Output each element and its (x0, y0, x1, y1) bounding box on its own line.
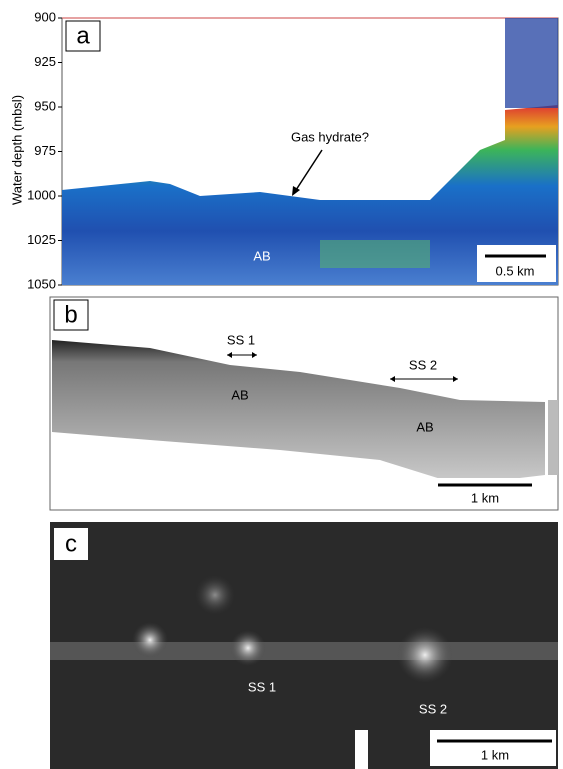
annotation: SS 1 (248, 679, 276, 694)
acoustic-flare (132, 622, 168, 658)
annotation: SS 2 (409, 357, 437, 372)
acoustic-flare (397, 627, 453, 683)
panel-a: 900 925 950 975 1000 1025 1050 Water depth (mb… (9, 9, 558, 291)
scale-label: 1 km (481, 747, 509, 762)
y-axis-label: Water depth (mbsl) (9, 95, 24, 205)
y-tick-label: 900 (34, 9, 56, 24)
y-tick-label: 950 (34, 98, 56, 113)
nadir-band (50, 642, 558, 660)
acoustic-flare (230, 630, 266, 666)
y-tick-label: 1025 (27, 232, 56, 247)
acoustic-flare (195, 575, 235, 615)
panel-label: a (76, 22, 90, 49)
y-tick-label: 1000 (27, 187, 56, 202)
figure: 900 925 950 975 1000 1025 1050 Water depth (mb… (0, 0, 563, 769)
marker (355, 730, 368, 769)
y-tick-label: 975 (34, 143, 56, 158)
panel-c: c SS 1 SS 2 1 km (50, 522, 558, 769)
y-tick-label: 925 (34, 54, 56, 69)
annotation: Gas hydrate? (291, 129, 369, 144)
scale-label: 0.5 km (495, 263, 534, 278)
annotation: AB (253, 248, 270, 263)
scale-label: 1 km (471, 490, 499, 505)
echo-layer (320, 240, 430, 268)
annotation: AB (416, 419, 433, 434)
panel-label: c (65, 530, 77, 557)
annotation: AB (231, 387, 248, 402)
water-column-plume (505, 18, 558, 108)
y-tick-label: 1050 (27, 276, 56, 291)
seismic-profile (548, 400, 558, 475)
annotation: SS 2 (419, 701, 447, 716)
annotation: SS 1 (227, 332, 255, 347)
panel-b: b SS 1 AB SS 2 AB 1 km (50, 297, 558, 510)
panel-label: b (64, 301, 77, 328)
y-axis: 900 925 950 975 1000 1025 1050 (27, 9, 62, 291)
